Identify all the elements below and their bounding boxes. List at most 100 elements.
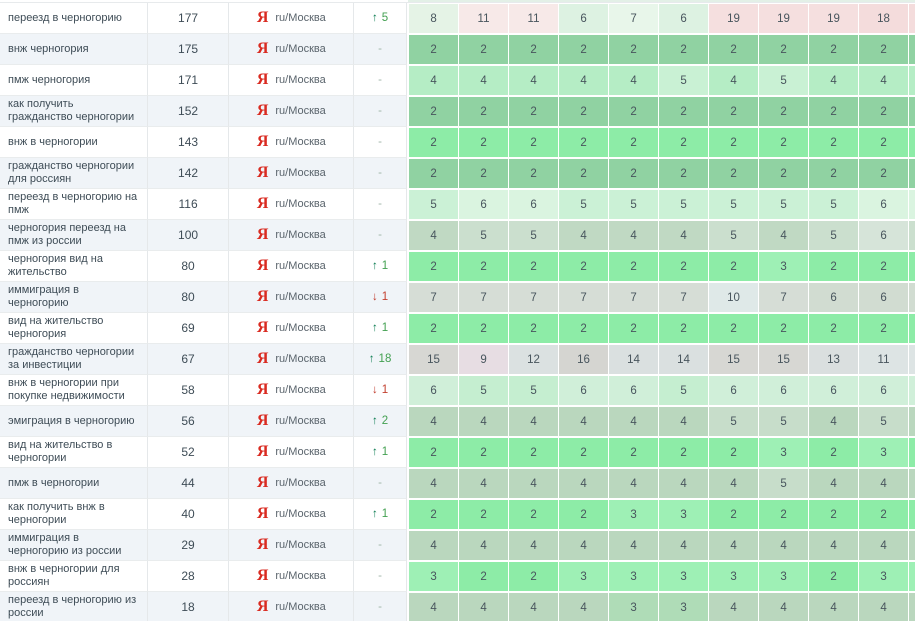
position-cell[interactable]: 2 <box>609 252 659 281</box>
position-cell[interactable]: 4 <box>559 469 609 498</box>
position-cell[interactable]: 2 <box>709 314 759 343</box>
position-cell[interactable]: 5 <box>559 190 609 219</box>
position-cell[interactable]: 2 <box>709 128 759 157</box>
position-cell[interactable]: 4 <box>509 469 559 498</box>
position-cell[interactable]: 2 <box>609 128 659 157</box>
position-cell[interactable]: 4 <box>509 593 559 621</box>
position-cell[interactable]: 6 <box>859 376 909 405</box>
position-cell[interactable]: 5 <box>509 376 559 405</box>
keyword-cell[interactable]: переезд в черногорию <box>0 3 148 34</box>
position-cell[interactable]: 6 <box>809 283 859 312</box>
position-cell[interactable]: 2 <box>609 35 659 64</box>
position-cell[interactable]: 15 <box>759 345 809 374</box>
position-cell[interactable]: 2 <box>759 128 809 157</box>
position-cell[interactable]: 5 <box>459 376 509 405</box>
position-cell[interactable]: 2 <box>509 35 559 64</box>
position-cell[interactable]: 4 <box>559 593 609 621</box>
keyword-cell[interactable]: как получить внж в черногории <box>0 499 148 530</box>
position-cell[interactable]: 2 <box>609 97 659 126</box>
position-cell[interactable]: 7 <box>609 4 659 33</box>
position-cell[interactable]: 7 <box>459 283 509 312</box>
position-cell[interactable]: 13 <box>809 345 859 374</box>
position-cell[interactable]: 4 <box>709 469 759 498</box>
position-cell[interactable]: 15 <box>409 345 459 374</box>
position-cell[interactable]: 4 <box>609 221 659 250</box>
position-cell[interactable]: 2 <box>509 128 559 157</box>
position-cell[interactable]: 8 <box>409 4 459 33</box>
position-cell[interactable]: 2 <box>809 252 859 281</box>
keyword-cell[interactable]: черногория вид на жительство <box>0 251 148 282</box>
position-cell[interactable]: 2 <box>809 438 859 467</box>
position-cell[interactable]: 2 <box>859 35 909 64</box>
position-cell[interactable]: 4 <box>609 407 659 436</box>
position-cell[interactable]: 4 <box>609 531 659 560</box>
position-cell[interactable]: 2 <box>709 252 759 281</box>
position-cell[interactable]: 3 <box>759 562 809 591</box>
keyword-cell[interactable]: как получить гражданство черногории <box>0 96 148 127</box>
position-cell[interactable]: 7 <box>509 283 559 312</box>
position-cell[interactable]: 15 <box>709 345 759 374</box>
keyword-cell[interactable]: внж в черногории при покупке недвижимост… <box>0 375 148 406</box>
position-cell[interactable]: 4 <box>659 221 709 250</box>
keyword-cell[interactable]: черногория переезд на пмж из россии <box>0 220 148 251</box>
position-cell[interactable]: 3 <box>859 562 909 591</box>
position-cell[interactable]: 4 <box>659 469 709 498</box>
position-cell[interactable]: 2 <box>509 438 559 467</box>
position-cell[interactable]: 3 <box>559 562 609 591</box>
position-cell[interactable]: 2 <box>409 97 459 126</box>
position-cell[interactable]: 4 <box>759 221 809 250</box>
position-cell[interactable]: 11 <box>859 345 909 374</box>
position-cell[interactable]: 3 <box>759 252 809 281</box>
position-cell[interactable]: 4 <box>559 221 609 250</box>
position-cell[interactable]: 3 <box>659 500 709 529</box>
position-cell[interactable]: 2 <box>759 35 809 64</box>
position-cell[interactable]: 19 <box>809 4 859 33</box>
position-cell[interactable]: 4 <box>459 531 509 560</box>
position-cell[interactable]: 4 <box>759 593 809 621</box>
position-cell[interactable]: 4 <box>509 407 559 436</box>
position-cell[interactable]: 4 <box>809 531 859 560</box>
position-cell[interactable]: 5 <box>859 407 909 436</box>
position-cell[interactable]: 6 <box>559 376 609 405</box>
position-cell[interactable]: 4 <box>809 469 859 498</box>
keyword-cell[interactable]: иммиграция в черногорию из россии <box>0 530 148 561</box>
position-cell[interactable]: 2 <box>659 128 709 157</box>
position-cell[interactable]: 6 <box>809 376 859 405</box>
position-cell[interactable]: 4 <box>559 531 609 560</box>
position-cell[interactable]: 2 <box>809 128 859 157</box>
position-cell[interactable]: 7 <box>659 283 709 312</box>
position-cell[interactable]: 2 <box>859 314 909 343</box>
position-cell[interactable]: 2 <box>659 314 709 343</box>
position-cell[interactable]: 2 <box>559 500 609 529</box>
position-cell[interactable]: 2 <box>659 97 709 126</box>
position-cell[interactable]: 2 <box>409 128 459 157</box>
position-cell[interactable]: 7 <box>609 283 659 312</box>
position-cell[interactable]: 2 <box>759 159 809 188</box>
position-cell[interactable]: 2 <box>459 314 509 343</box>
keyword-cell[interactable]: пмж черногория <box>0 65 148 96</box>
position-cell[interactable]: 4 <box>409 66 459 95</box>
position-cell[interactable]: 4 <box>459 593 509 621</box>
position-cell[interactable]: 4 <box>859 66 909 95</box>
position-cell[interactable]: 11 <box>509 4 559 33</box>
position-cell[interactable]: 16 <box>559 345 609 374</box>
position-cell[interactable]: 4 <box>509 66 559 95</box>
position-cell[interactable]: 18 <box>859 4 909 33</box>
position-cell[interactable]: 2 <box>659 438 709 467</box>
position-cell[interactable]: 3 <box>659 562 709 591</box>
position-cell[interactable]: 2 <box>609 159 659 188</box>
position-cell[interactable]: 4 <box>709 531 759 560</box>
position-cell[interactable]: 4 <box>859 469 909 498</box>
position-cell[interactable]: 6 <box>859 221 909 250</box>
keyword-cell[interactable]: гражданство черногории для россиян <box>0 158 148 189</box>
position-cell[interactable]: 2 <box>459 252 509 281</box>
position-cell[interactable]: 2 <box>709 438 759 467</box>
position-cell[interactable]: 4 <box>859 531 909 560</box>
keyword-cell[interactable]: пмж в черногории <box>0 468 148 499</box>
position-cell[interactable]: 4 <box>459 66 509 95</box>
position-cell[interactable]: 5 <box>709 221 759 250</box>
position-cell[interactable]: 4 <box>559 407 609 436</box>
position-cell[interactable]: 4 <box>459 469 509 498</box>
position-cell[interactable]: 2 <box>709 500 759 529</box>
position-cell[interactable]: 10 <box>709 283 759 312</box>
